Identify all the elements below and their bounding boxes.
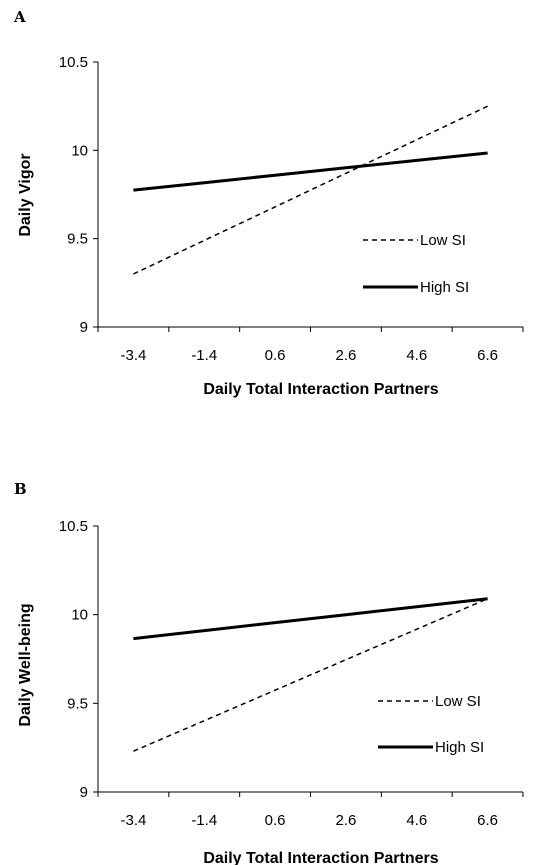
legend-b: Low SI High SI <box>378 693 484 756</box>
y-tick-label: 10 <box>71 142 88 159</box>
x-tick-label: 0.6 <box>265 812 286 829</box>
legend-label-high-si-b: High SI <box>435 739 484 756</box>
y-tick-label: 9.5 <box>67 695 88 712</box>
x-tick-label: 0.6 <box>265 347 286 364</box>
y-tick-label: 9.5 <box>67 231 88 248</box>
x-tick-label: 4.6 <box>406 812 427 829</box>
x-axis-title-b: Daily Total Interaction Partners <box>203 850 438 865</box>
y-tick-label: 9 <box>80 784 88 801</box>
legend-a: Low SI High SI <box>363 232 469 296</box>
chart-panel-b: B Daily Well-being Daily Total Interacti… <box>14 480 524 865</box>
y-axis-title-a: Daily Vigor <box>17 153 34 236</box>
x-tick-label: 4.6 <box>406 347 427 364</box>
x-tick-label: -1.4 <box>191 347 217 364</box>
x-axis-title-a: Daily Total Interaction Partners <box>203 381 438 398</box>
chart-panel-a: A Daily Vigor Daily Total Interaction Pa… <box>13 8 524 398</box>
x-tick-label: -3.4 <box>120 812 146 829</box>
legend-label-low-si-b: Low SI <box>435 693 481 710</box>
series-line-low-si-b <box>133 598 488 752</box>
y-tick-label: 9 <box>80 319 88 336</box>
x-tick-label: -1.4 <box>191 812 217 829</box>
x-tick-label: 6.6 <box>477 347 498 364</box>
y-tick-label: 10.5 <box>59 54 88 71</box>
y-tick-label: 10 <box>71 607 88 624</box>
series-line-low-si-a <box>133 105 488 275</box>
x-tick-label: 6.6 <box>477 812 498 829</box>
x-tick-label: -3.4 <box>120 347 146 364</box>
panel-letter-a: A <box>13 8 26 26</box>
y-tick-label: 10.5 <box>59 518 88 535</box>
series-line-high-si-a <box>133 151 488 192</box>
legend-label-high-si-a: High SI <box>420 279 469 296</box>
x-tick-label: 2.6 <box>335 812 356 829</box>
series-line-high-si-b <box>133 597 488 641</box>
legend-label-low-si-a: Low SI <box>420 232 466 249</box>
x-tick-label: 2.6 <box>335 347 356 364</box>
panel-letter-b: B <box>14 480 27 498</box>
y-axis-title-b: Daily Well-being <box>17 603 34 726</box>
